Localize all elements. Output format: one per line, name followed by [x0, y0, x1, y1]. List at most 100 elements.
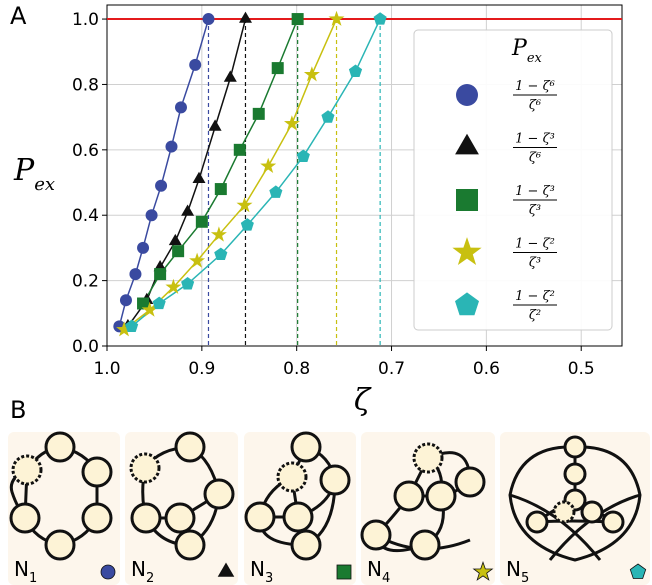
network-node — [563, 435, 587, 459]
marker — [236, 197, 253, 213]
marker — [455, 292, 479, 316]
legend-denominator: ζ⁶ — [529, 151, 541, 166]
legend-denominator: ζ² — [529, 308, 541, 323]
network-label-sub: 5 — [521, 571, 529, 585]
network-node — [174, 529, 206, 561]
network-label: N2 — [131, 557, 154, 585]
marker — [214, 247, 228, 260]
network-node — [44, 529, 76, 561]
marker — [192, 171, 206, 183]
y-tick-label: 1.0 — [72, 10, 99, 30]
network-node — [164, 502, 196, 534]
marker — [189, 58, 202, 71]
marker — [239, 11, 252, 23]
network-label-main: N — [367, 557, 382, 581]
network-node — [44, 431, 76, 463]
marker — [210, 226, 227, 242]
network-node — [9, 502, 41, 534]
x-tick-label: 1.0 — [93, 359, 120, 379]
marker — [271, 62, 284, 75]
y-label-sub: ex — [34, 174, 55, 195]
marker — [165, 278, 182, 294]
x-tick-label: 0.6 — [473, 359, 500, 379]
legend-numerator: 1 − ζ³ — [515, 132, 555, 147]
network-edges — [374, 451, 472, 553]
marker — [181, 204, 195, 216]
network-node — [130, 502, 162, 534]
network-node — [563, 462, 587, 486]
marker — [208, 119, 222, 131]
network-node — [525, 510, 549, 534]
legend-title-sub: ex — [527, 51, 543, 66]
marker — [472, 560, 494, 581]
y-label-main: P — [13, 153, 35, 188]
network-panel: N2 — [125, 431, 238, 585]
network-panel: N1 — [8, 431, 120, 585]
network-label-sub: 3 — [265, 571, 273, 585]
marker — [165, 140, 178, 153]
marker — [202, 13, 215, 26]
marker — [296, 149, 310, 162]
marker — [321, 110, 335, 123]
marker — [137, 297, 150, 310]
network-node — [409, 529, 441, 561]
marker — [456, 189, 478, 211]
marker — [269, 185, 283, 198]
network-label: N3 — [250, 557, 273, 585]
network-node — [282, 501, 314, 533]
x-tick-label: 0.7 — [378, 359, 405, 379]
network-node-dashed — [552, 500, 576, 524]
network-label-sub: 2 — [146, 571, 154, 585]
network-node — [580, 500, 604, 524]
network-label: N4 — [367, 557, 390, 585]
network-node — [319, 464, 351, 496]
y-tick-label: 0.8 — [72, 75, 99, 95]
marker — [284, 115, 300, 131]
network-node — [174, 431, 206, 463]
series-line — [118, 18, 210, 327]
series-line — [131, 18, 381, 327]
y-tick-label: 0.4 — [72, 206, 99, 226]
network-label-main: N — [506, 557, 521, 581]
network-node — [454, 466, 486, 498]
legend-numerator: 1 − ζ³ — [515, 184, 555, 199]
network-node — [425, 480, 457, 512]
marker — [260, 157, 277, 173]
marker — [100, 564, 116, 580]
network-panel: N4 — [360, 432, 495, 585]
marker — [137, 241, 150, 254]
legend-numerator: 1 − ζ⁶ — [515, 79, 555, 94]
network-label-main: N — [250, 557, 265, 581]
network-node-dashed — [11, 454, 43, 486]
network-node — [81, 502, 113, 534]
y-axis-label: Pex — [13, 153, 55, 195]
network-node — [81, 456, 113, 488]
network-node-dashed — [129, 452, 161, 484]
network-label-main: N — [131, 557, 146, 581]
network-label-main: N — [14, 557, 29, 581]
network-node — [290, 431, 322, 463]
network-node — [393, 480, 425, 512]
y-tick-label: 0.2 — [72, 272, 99, 292]
network-panel: N5 — [500, 432, 650, 585]
legend-denominator: ζ⁶ — [529, 98, 541, 113]
network-label: N1 — [14, 557, 37, 585]
marker — [145, 209, 158, 222]
series-line — [142, 18, 299, 304]
marker — [214, 183, 227, 196]
network-label: N5 — [506, 557, 529, 585]
network-node — [601, 510, 625, 534]
x-axis-label: ζ — [354, 383, 372, 418]
marker — [174, 101, 187, 114]
marker — [181, 277, 195, 290]
network-panel: N3 — [244, 431, 356, 585]
network-label-sub: 4 — [382, 571, 390, 585]
marker — [154, 268, 167, 281]
marker — [336, 564, 352, 580]
marker — [328, 10, 345, 26]
network-node — [360, 519, 392, 551]
y-tick-label: 0.6 — [72, 141, 99, 161]
x-tick-label: 0.9 — [188, 359, 215, 379]
